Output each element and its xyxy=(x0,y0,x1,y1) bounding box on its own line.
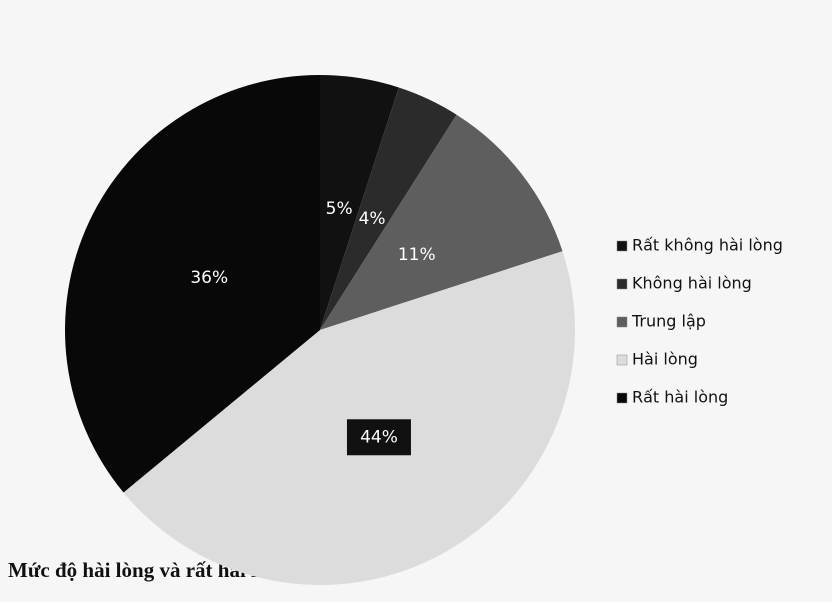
pie-slice xyxy=(320,114,563,330)
legend-label: Không hài lòng xyxy=(632,274,752,293)
legend-label: Rất không hài lòng xyxy=(632,236,783,255)
legend-label: Rất hài lòng xyxy=(632,388,728,407)
legend-swatch xyxy=(616,240,628,252)
data-label: 11% xyxy=(398,245,436,265)
pie-slice xyxy=(64,75,321,493)
legend-swatch xyxy=(616,316,628,328)
legend-swatch xyxy=(616,392,628,404)
data-label: 4% xyxy=(359,209,386,229)
legend-swatch xyxy=(616,278,628,290)
data-label: 44% xyxy=(360,427,398,447)
label-box xyxy=(346,419,411,456)
legend-label: Hài lòng xyxy=(632,350,698,369)
pie-slice xyxy=(320,87,457,330)
data-label: 5% xyxy=(326,199,353,219)
pie-slice xyxy=(123,251,576,586)
legend-swatch xyxy=(616,354,628,366)
legend-label: Trung lập xyxy=(631,312,706,331)
pie-slice xyxy=(320,75,399,330)
data-label: 36% xyxy=(190,268,228,288)
